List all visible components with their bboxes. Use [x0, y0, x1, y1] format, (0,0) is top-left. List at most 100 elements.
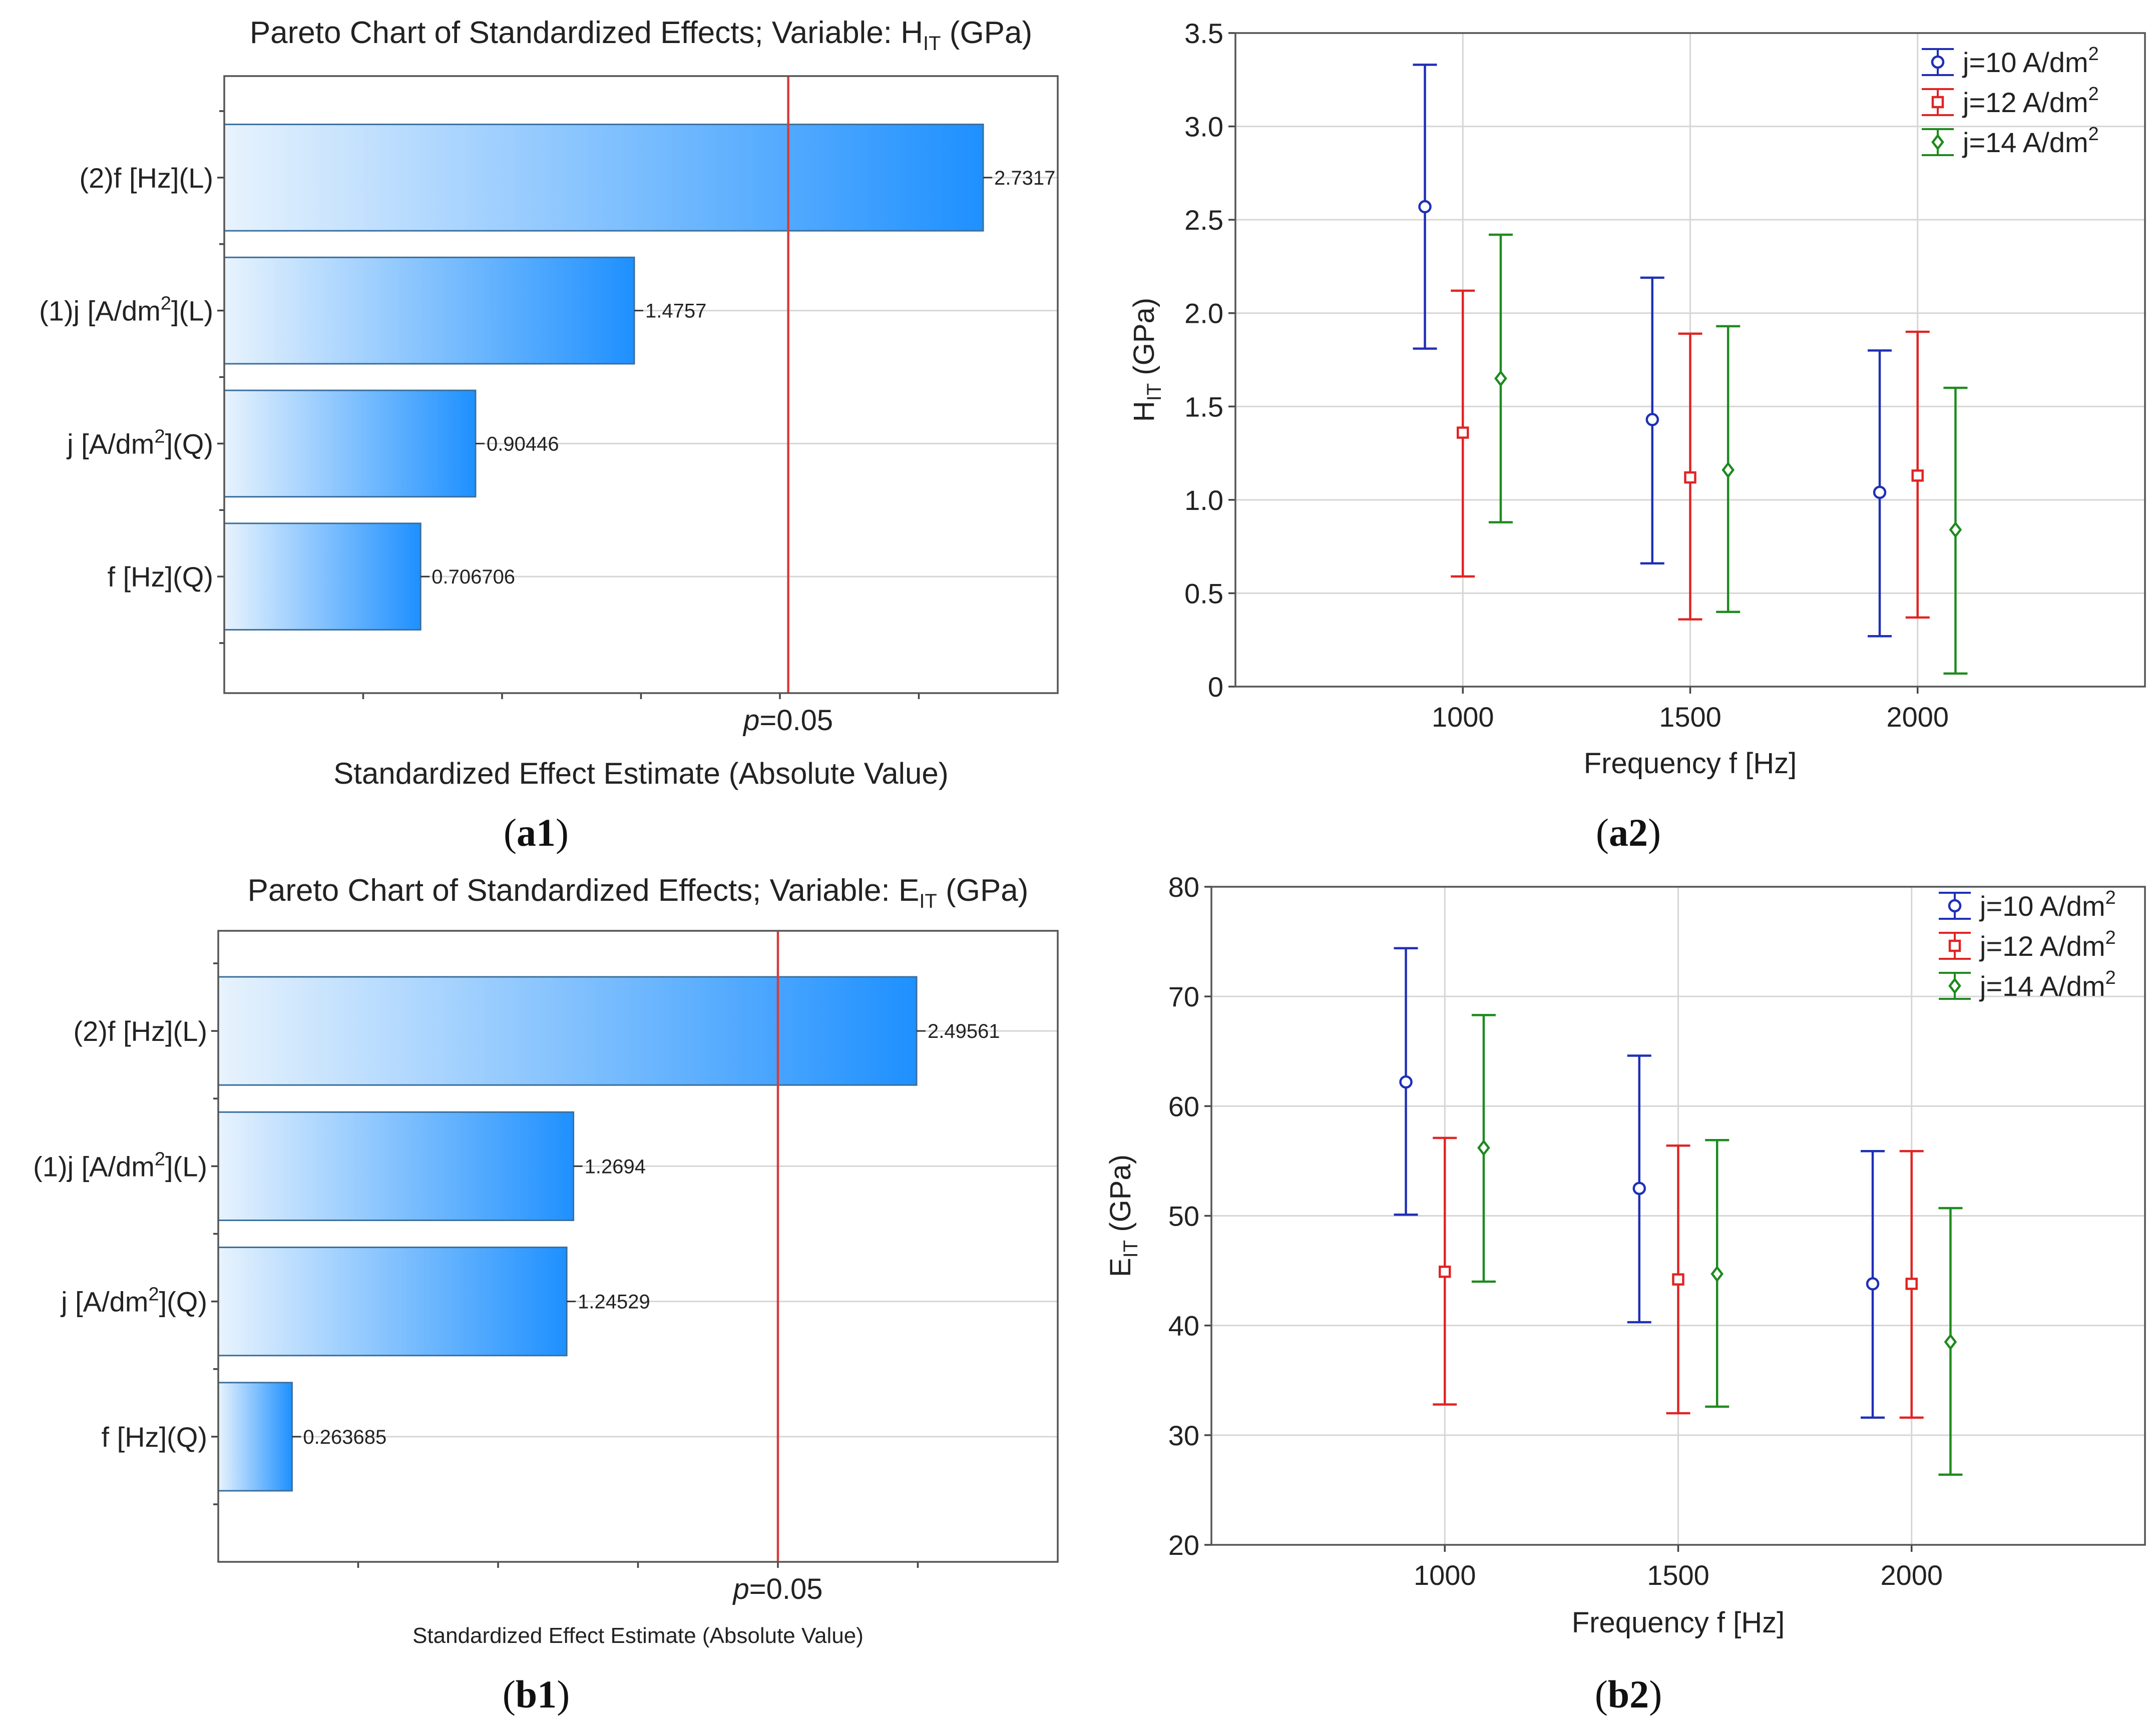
- category-label: f [Hz](Q): [107, 561, 213, 593]
- y-tick-label: 1.5: [1184, 391, 1223, 422]
- bar: [223, 522, 421, 631]
- y-tick-label: 60: [1168, 1090, 1199, 1122]
- mean-point: [1949, 521, 1962, 538]
- panel-b2: 20 30 40 50 60 70 80 1000 1500 2000 j=10 A/dm2 j=12…: [1104, 871, 2146, 1716]
- mean-point: [1710, 1265, 1724, 1283]
- panel-label: (a1): [504, 811, 569, 854]
- mean-point: [1439, 1266, 1451, 1278]
- bar: [217, 1247, 568, 1357]
- panel-b1: Pareto Chart of Standardized Effects; Va…: [33, 873, 1059, 1716]
- mean-point: [1672, 1273, 1684, 1286]
- x-tick-label: 1000: [1414, 1559, 1476, 1591]
- y-tick-label: 20: [1168, 1529, 1199, 1561]
- panel-a1: Pareto Chart of Standardized Effects; Va…: [39, 16, 1059, 854]
- panel-a2: 0 0.5 1.0 1.5 2.0 2.5 3.0 3.5 1000 1500 2000 j=10 A…: [1128, 18, 2146, 854]
- legend-marker: [1931, 96, 1944, 109]
- legend-marker: [1931, 55, 1945, 69]
- x-tick-label: 1500: [1659, 701, 1721, 733]
- p-value-label: p=0.05: [732, 1573, 822, 1605]
- legend-marker: [1931, 134, 1944, 151]
- mean-point: [1632, 1182, 1646, 1195]
- y-tick-label: 3.5: [1184, 18, 1223, 49]
- x-tick-label: 1000: [1432, 701, 1494, 733]
- category-label: (2)f [Hz](L): [73, 1015, 207, 1047]
- mean-point: [1905, 1278, 1918, 1290]
- legend-label: j=10 A/dm2: [1962, 44, 2099, 78]
- category-label: (1)j [A/dm2](L): [33, 1148, 207, 1182]
- legend-label: j=14 A/dm2: [1979, 967, 2116, 1002]
- x-axis-label: Frequency f [Hz]: [1572, 1606, 1785, 1639]
- p-value-label: p=0.05: [742, 704, 833, 737]
- bar-value-label: 0.263685: [303, 1426, 386, 1448]
- bar: [217, 976, 918, 1086]
- mean-point: [1911, 469, 1924, 482]
- x-tick-label: 2000: [1880, 1559, 1943, 1591]
- bar: [217, 1382, 293, 1492]
- category-label: f [Hz](Q): [101, 1421, 207, 1453]
- category-label: (1)j [A/dm2](L): [39, 293, 213, 327]
- legend-label: j=14 A/dm2: [1962, 124, 2099, 158]
- mean-point: [1645, 413, 1659, 426]
- bar-value-label: 0.90446: [487, 433, 559, 455]
- category-label: j [A/dm2](Q): [66, 426, 213, 459]
- plot-frame: [1234, 32, 2146, 688]
- bar: [217, 1111, 575, 1221]
- y-axis-label: HIT (GPa): [1128, 298, 1165, 422]
- legend-label: j=12 A/dm2: [1962, 84, 2099, 118]
- legend-marker: [1948, 977, 1961, 994]
- y-tick-label: 0.5: [1184, 578, 1223, 609]
- y-tick-label: 80: [1168, 871, 1199, 903]
- panel-label: (a2): [1596, 811, 1661, 854]
- panel-label: (b1): [503, 1672, 570, 1716]
- plot-frame: [217, 930, 1059, 1563]
- mean-point: [1477, 1139, 1490, 1157]
- bar-value-label: 1.4757: [645, 300, 706, 322]
- y-tick-label: 3.0: [1184, 111, 1223, 143]
- mean-point: [1457, 426, 1469, 439]
- bar-value-label: 2.7317: [994, 167, 1055, 189]
- y-axis-label: EIT (GPa): [1104, 1155, 1142, 1277]
- mean-point: [1494, 370, 1507, 387]
- y-tick-label: 1.0: [1184, 484, 1223, 516]
- x-axis-label: Standardized Effect Estimate (Absolute V…: [333, 757, 948, 790]
- mean-point: [1873, 485, 1887, 499]
- bar-value-label: 1.2694: [585, 1156, 646, 1178]
- x-axis-label: Frequency f [Hz]: [1584, 747, 1797, 780]
- mean-point: [1418, 200, 1432, 214]
- y-tick-label: 0: [1208, 671, 1223, 703]
- x-tick-label: 1500: [1647, 1559, 1709, 1591]
- y-tick-label: 70: [1168, 981, 1199, 1012]
- bar-value-label: 1.24529: [578, 1291, 650, 1313]
- x-axis-label: Standardized Effect Estimate (Absolute V…: [412, 1623, 864, 1648]
- y-tick-label: 50: [1168, 1201, 1199, 1232]
- mean-point: [1721, 461, 1735, 478]
- mean-point: [1866, 1277, 1880, 1291]
- y-tick-label: 2.5: [1184, 204, 1223, 236]
- category-label: j [A/dm2](Q): [60, 1284, 207, 1318]
- x-tick-label: 2000: [1886, 701, 1949, 733]
- legend: j=10 A/dm2 j=12 A/dm2 j=14 A/dm2: [1939, 887, 2116, 1002]
- bar-value-label: 0.706706: [432, 566, 515, 588]
- category-label: (2)f [Hz](L): [79, 162, 213, 194]
- legend-marker: [1948, 939, 1961, 952]
- panel-label: (b2): [1595, 1672, 1662, 1716]
- chart-title: Pareto Chart of Standardized Effects; Va…: [250, 16, 1032, 55]
- bar: [223, 124, 984, 232]
- y-tick-label: 30: [1168, 1420, 1199, 1451]
- legend-label: j=12 A/dm2: [1979, 927, 2116, 962]
- legend: j=10 A/dm2 j=12 A/dm2 j=14 A/dm2: [1922, 44, 2099, 158]
- mean-point: [1399, 1075, 1413, 1089]
- y-tick-label: 2.0: [1184, 298, 1223, 329]
- legend-marker: [1948, 899, 1962, 913]
- plot-frame: [1210, 886, 2146, 1546]
- legend-label: j=10 A/dm2: [1979, 887, 2116, 922]
- mean-point: [1684, 471, 1696, 484]
- bar-value-label: 2.49561: [928, 1020, 1000, 1042]
- bar: [223, 389, 477, 498]
- plot-frame: [223, 75, 1059, 694]
- chart-title: Pareto Chart of Standardized Effects; Va…: [248, 873, 1029, 912]
- bar: [223, 256, 635, 365]
- mean-point: [1944, 1333, 1957, 1351]
- y-tick-label: 40: [1168, 1310, 1199, 1342]
